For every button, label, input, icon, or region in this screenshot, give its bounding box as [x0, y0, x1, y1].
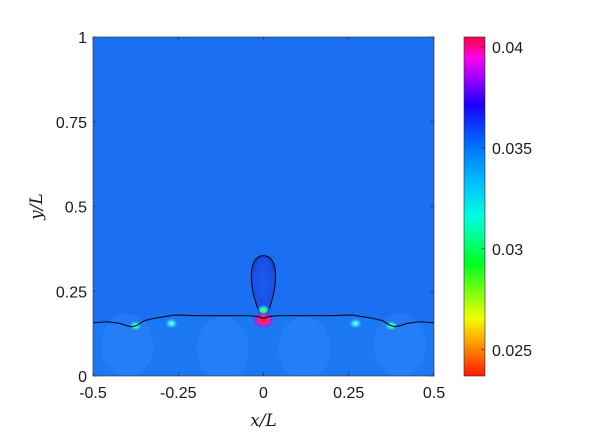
colorbar-tick-label-0: 0.025 — [492, 343, 532, 360]
liquid-region — [93, 314, 434, 376]
axis-ticks: -0.5 -0.25 0 0.25 0.5 0 0.25 0.5 0.75 1 — [56, 30, 445, 402]
colorbar-tick-label-1: 0.03 — [492, 242, 523, 259]
hotspot-3 — [348, 317, 363, 330]
colorbar-tick-label-3: 0.04 — [492, 40, 523, 57]
colorbar-tick-label-2: 0.035 — [492, 141, 532, 158]
y-tick-label-1: 0.25 — [56, 284, 87, 301]
y-tick-label-4: 1 — [78, 30, 87, 47]
plot-area — [93, 37, 434, 376]
colorbar-ticks: 0.025 0.03 0.035 0.04 — [481, 40, 532, 360]
bubble — [250, 255, 277, 314]
y-tick-label-3: 0.75 — [56, 115, 87, 132]
x-tick-label-2: 0 — [259, 385, 268, 402]
interface-line — [93, 314, 434, 328]
colorbar — [463, 36, 486, 377]
x-tick-label-3: 0.25 — [333, 385, 364, 402]
wake-plume-1 — [196, 316, 249, 376]
y-axis-label: y/L — [27, 193, 47, 221]
x-tick-label-1: -0.25 — [160, 385, 197, 402]
hotspot-1 — [256, 304, 271, 316]
y-tick-label-2: 0.5 — [65, 200, 87, 217]
hotspot-2 — [164, 317, 179, 330]
wake-plume-0 — [101, 313, 154, 376]
x-tick-label-4: 0.5 — [423, 385, 445, 402]
x-tick-label-0: -0.5 — [79, 385, 107, 402]
x-axis-label: x/L — [250, 411, 277, 431]
wake-plume-2 — [278, 316, 331, 376]
wake-plume-3 — [373, 313, 426, 376]
y-tick-label-0: 0 — [78, 369, 87, 386]
hotspot-0 — [252, 311, 275, 329]
